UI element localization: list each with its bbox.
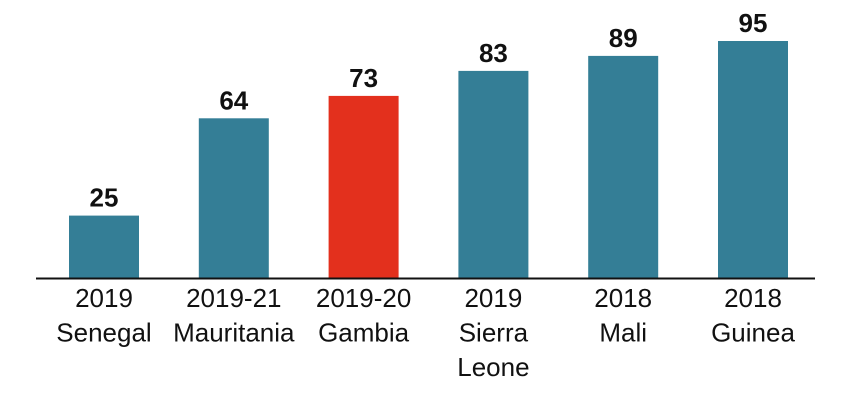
- x-tick-label-2-line-1: Gambia: [318, 318, 410, 348]
- x-tick-label-4-line-0: 2018: [594, 283, 652, 313]
- x-tick-label-0-line-0: 2019: [75, 283, 133, 313]
- bar-5: [718, 41, 788, 278]
- x-tick-label-0-line-1: Senegal: [56, 318, 151, 348]
- x-tick-label-5-line-1: Guinea: [711, 318, 795, 348]
- bar-0: [69, 215, 139, 278]
- data-label-5: 95: [739, 8, 768, 38]
- data-label-3: 83: [479, 38, 508, 68]
- x-tick-label-1-line-0: 2019-21: [186, 283, 281, 313]
- bar-3: [458, 70, 529, 279]
- bar-1: [198, 118, 269, 278]
- x-tick-label-3-line-0: 2019: [464, 283, 522, 313]
- data-label-2: 73: [349, 63, 378, 93]
- bar-2: [328, 95, 399, 279]
- tick-labels-layer: 2019 Senegal 2019-21 Mauritania 2019-20 Gambi…: [56, 283, 795, 382]
- data-label-0: 25: [90, 183, 119, 213]
- x-tick-label-2-line-0: 2019-20: [316, 283, 411, 313]
- x-tick-label-5-line-0: 2018: [724, 283, 782, 313]
- x-tick-label-3-line-2: Leone: [457, 352, 529, 382]
- data-label-4: 89: [609, 23, 638, 53]
- bars-layer: [69, 41, 788, 279]
- bar-4: [588, 55, 659, 279]
- x-tick-label-3-line-1: Sierra: [459, 318, 529, 348]
- x-tick-label-1-line-1: Mauritania: [173, 318, 295, 348]
- x-tick-label-4-line-1: Mali: [599, 318, 647, 348]
- data-label-1: 64: [219, 85, 248, 115]
- value-labels-layer: 25 64 73 83 89 95: [90, 8, 768, 213]
